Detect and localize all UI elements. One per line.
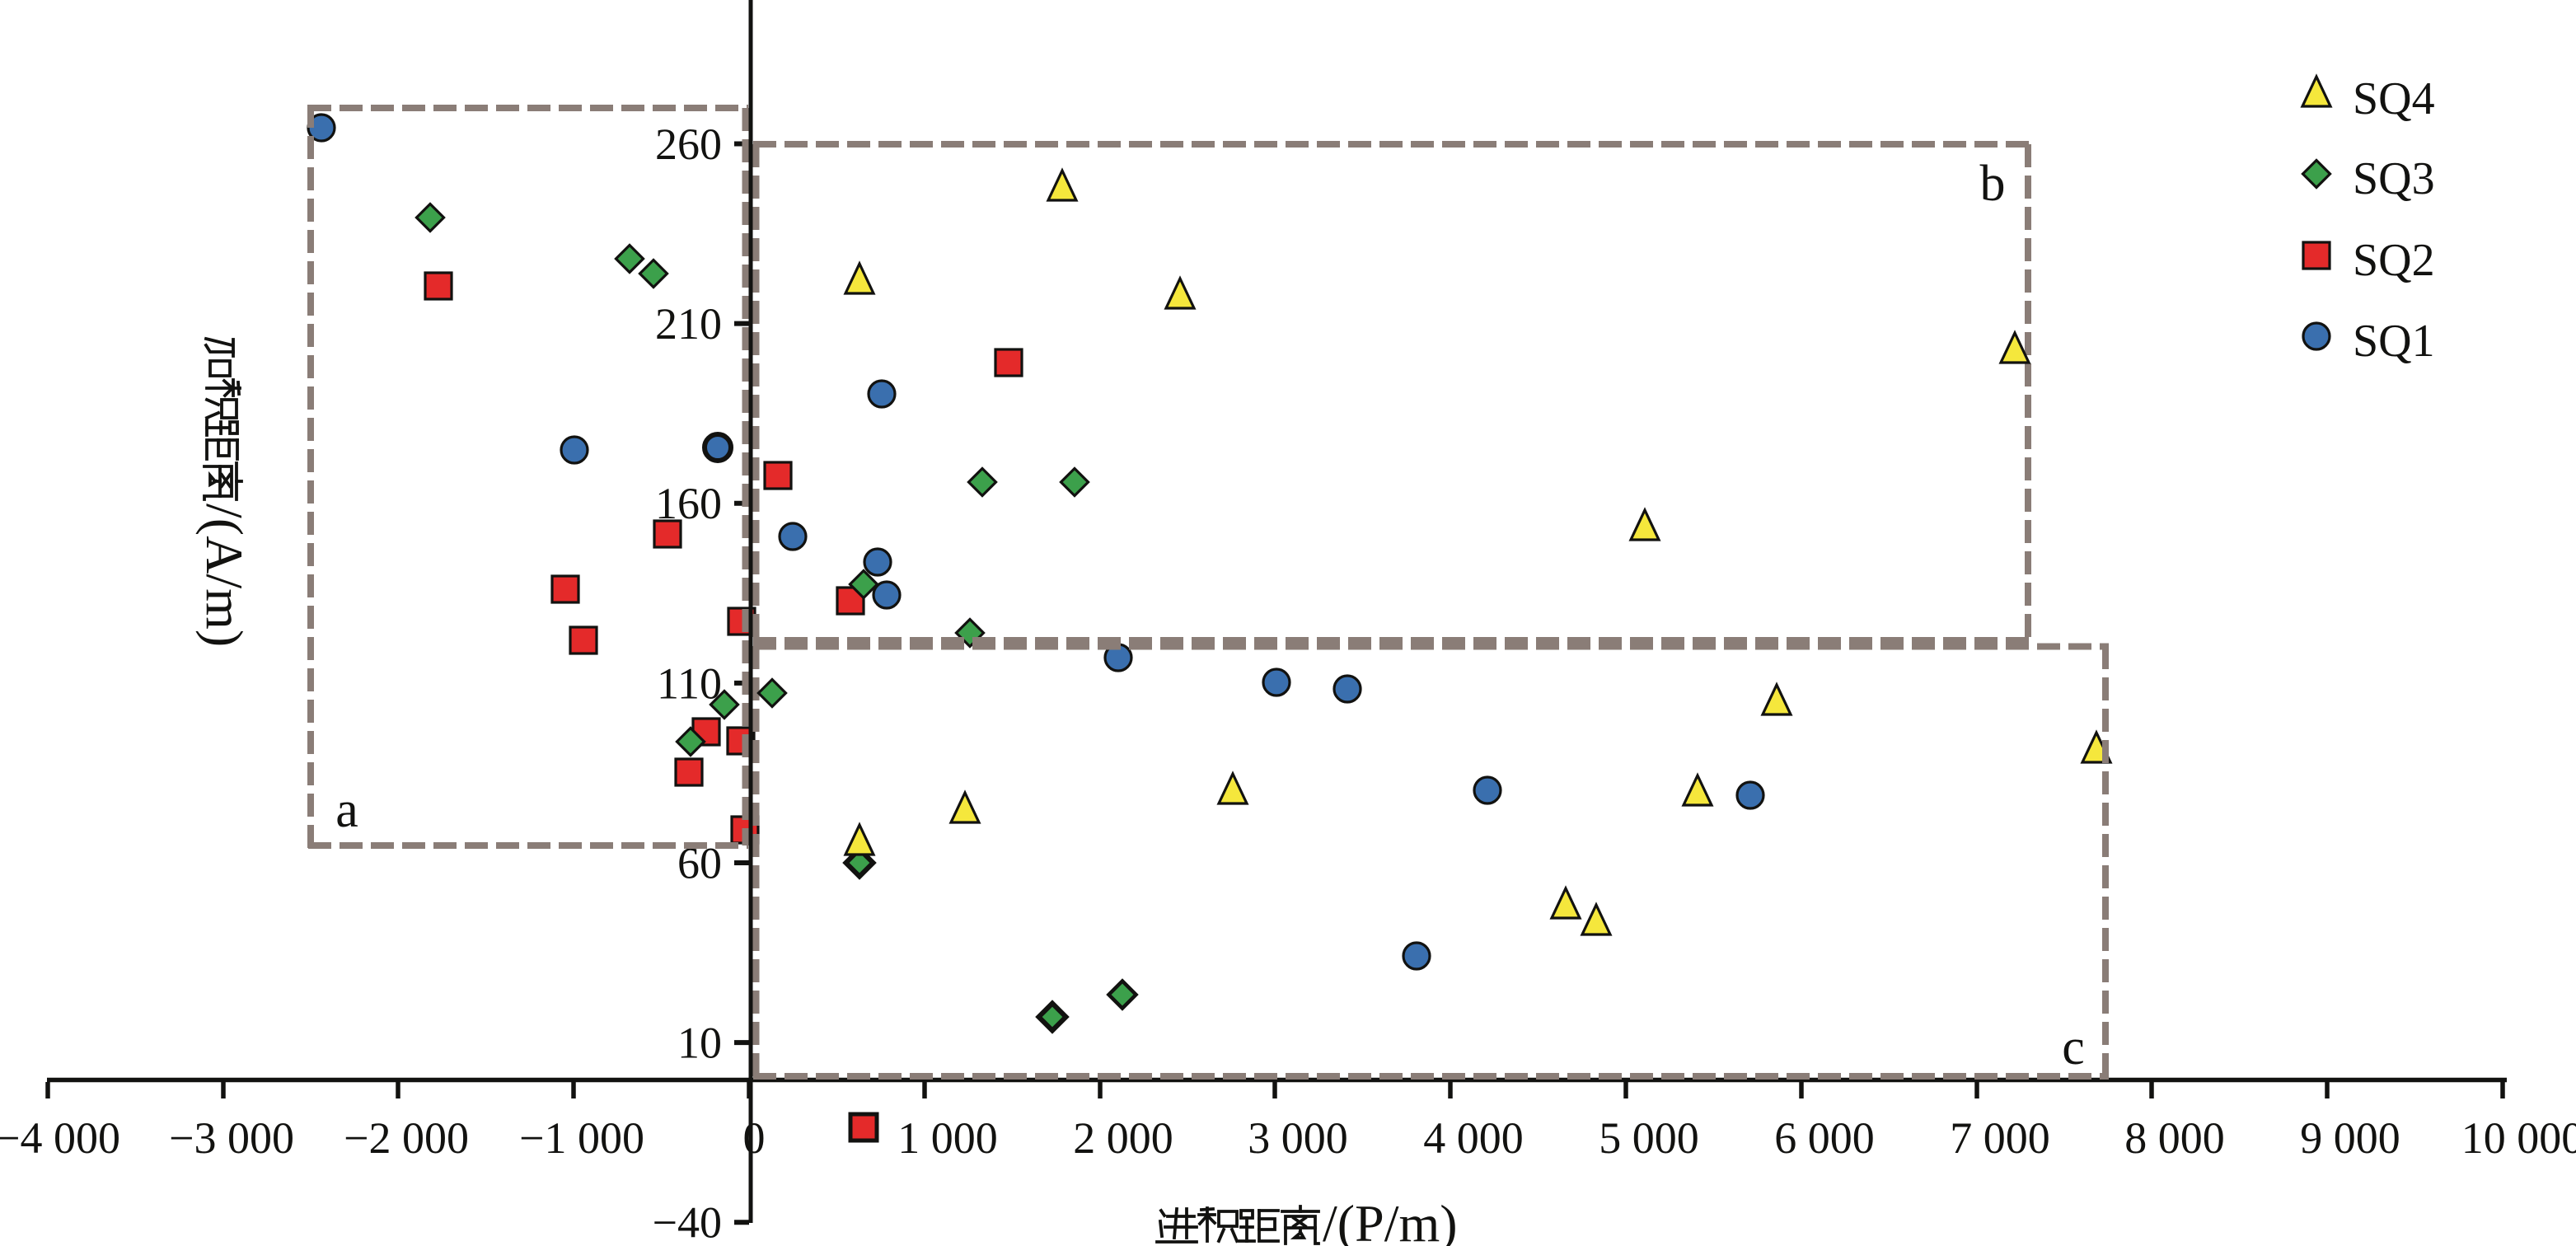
svg-text:110: 110 <box>657 658 722 708</box>
svg-text:−4 000: −4 000 <box>0 1113 120 1163</box>
svg-text:1 000: 1 000 <box>897 1113 998 1163</box>
svg-text:10 000: 10 000 <box>2461 1113 2576 1163</box>
svg-text:0: 0 <box>743 1113 766 1163</box>
svg-text:−1 000: −1 000 <box>519 1113 644 1163</box>
svg-text:/(P/m): /(P/m) <box>1323 1194 1458 1246</box>
svg-text:2 000: 2 000 <box>1073 1113 1173 1163</box>
svg-text:9 000: 9 000 <box>2300 1113 2400 1163</box>
svg-text:−2 000: −2 000 <box>344 1113 469 1163</box>
svg-text:4 000: 4 000 <box>1423 1113 1524 1163</box>
svg-text:6 000: 6 000 <box>1774 1113 1875 1163</box>
svg-text:10: 10 <box>677 1019 722 1068</box>
svg-text:3 000: 3 000 <box>1248 1113 1348 1163</box>
svg-text:a: a <box>335 782 358 838</box>
svg-text:c: c <box>2062 1019 2085 1075</box>
svg-text:−3 000: −3 000 <box>169 1113 294 1163</box>
svg-text:SQ3: SQ3 <box>2353 153 2435 204</box>
svg-text:SQ1: SQ1 <box>2353 316 2435 367</box>
svg-text:210: 210 <box>655 299 722 349</box>
svg-text:/(A/m): /(A/m) <box>195 504 254 647</box>
svg-text:SQ2: SQ2 <box>2353 235 2435 286</box>
svg-text:5 000: 5 000 <box>1599 1113 1699 1163</box>
svg-text:260: 260 <box>655 119 722 169</box>
svg-text:b: b <box>1980 156 2006 212</box>
svg-text:8 000: 8 000 <box>2124 1113 2225 1163</box>
svg-text:7 000: 7 000 <box>1950 1113 2050 1163</box>
svg-text:SQ4: SQ4 <box>2353 73 2435 124</box>
svg-text:−40: −40 <box>653 1198 722 1246</box>
